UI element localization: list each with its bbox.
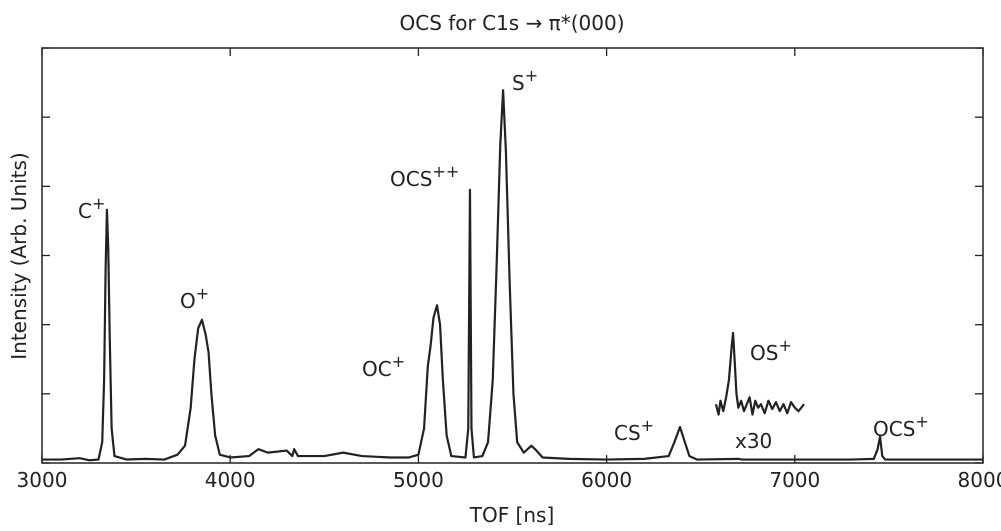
peak-label-sup: + — [915, 412, 928, 431]
plot-frame — [41, 47, 984, 464]
peak-label-text: OC — [362, 357, 392, 381]
peak-label-text: OCS — [390, 167, 432, 191]
peak-label-text: x30 — [735, 429, 772, 453]
peak-label-sup: + — [641, 416, 654, 435]
peak-label: OC+ — [362, 352, 405, 381]
peak-label-sup: + — [778, 336, 791, 355]
peak-label-text: O — [180, 289, 196, 313]
peak-label-text: OCS — [873, 417, 915, 441]
peak-label: OS+ — [750, 336, 792, 365]
peak-label: C+ — [78, 194, 105, 223]
x-tick-label: 7000 — [769, 468, 820, 492]
peak-label-text: OS — [750, 341, 778, 365]
peak-label-text: CS — [614, 421, 641, 445]
peak-label-text: S — [512, 71, 525, 95]
peak-label-sup: + — [525, 66, 538, 85]
y-axis-label: Intensity (Arb. Units) — [7, 152, 31, 359]
x-tick-label: 4000 — [205, 468, 256, 492]
peak-label-text: C — [78, 199, 92, 223]
chart-title: OCS for C1s → π*(000) — [399, 11, 624, 35]
peak-label-sup: + — [392, 352, 405, 371]
x-tick-label: 8000 — [958, 468, 1001, 492]
spectrum-line — [42, 89, 983, 462]
spectrum-line — [714, 331, 805, 416]
peak-label: CS+ — [614, 416, 654, 445]
peak-label-sup: + — [196, 284, 209, 303]
peak-label: OCS+ — [873, 412, 929, 441]
peak-label-sup: + — [92, 194, 105, 213]
x-tick-label: 6000 — [581, 468, 632, 492]
peak-label: x30 — [735, 429, 772, 453]
peak-label: O+ — [180, 284, 209, 313]
peak-label: OCS++ — [390, 162, 459, 191]
peak-label-sup: ++ — [432, 162, 459, 181]
x-tick-label: 5000 — [393, 468, 444, 492]
x-axis-label: TOF [ns] — [469, 503, 555, 527]
peak-label: S+ — [512, 66, 538, 95]
x-tick-label: 3000 — [17, 468, 68, 492]
